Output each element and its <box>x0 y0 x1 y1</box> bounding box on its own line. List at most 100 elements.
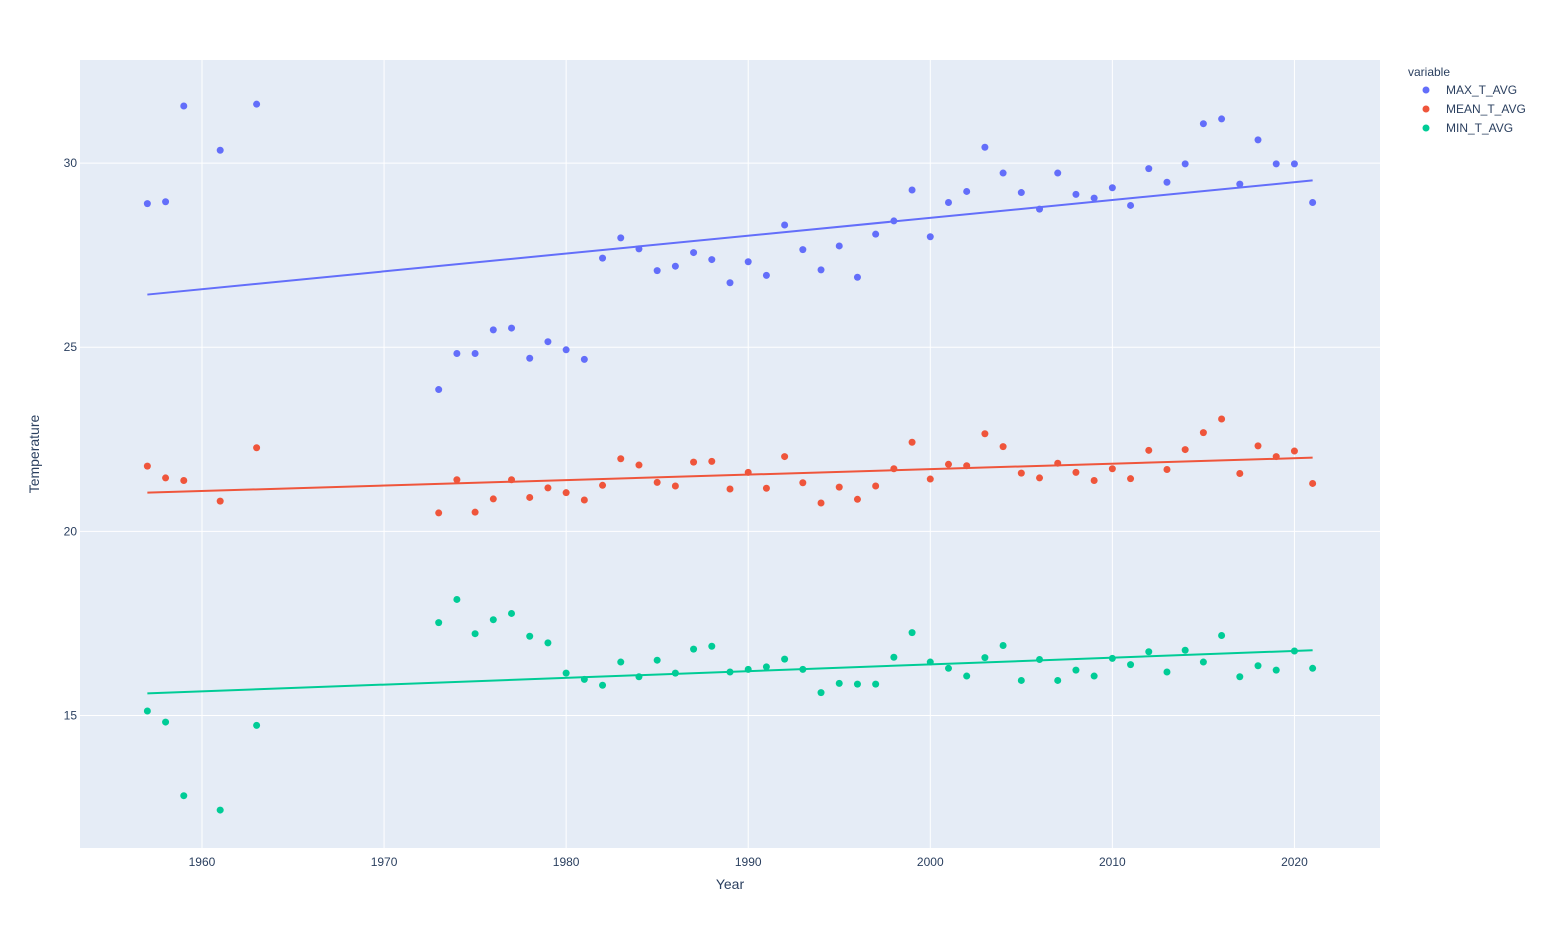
data-point-max-t-avg <box>1127 201 1135 209</box>
data-point-min-t-avg <box>508 609 516 617</box>
data-point-mean-t-avg <box>1145 446 1153 454</box>
x-tick-label: 2020 <box>1281 855 1308 869</box>
data-point-min-t-avg <box>1163 668 1171 676</box>
data-point-max-t-avg <box>1054 169 1062 177</box>
data-point-max-t-avg <box>435 386 443 394</box>
data-point-max-t-avg <box>544 338 552 346</box>
data-point-mean-t-avg <box>162 474 170 482</box>
data-point-max-t-avg <box>1218 115 1226 123</box>
data-point-mean-t-avg <box>726 485 734 493</box>
data-point-max-t-avg <box>1108 184 1116 192</box>
legend-item-max-t-avg[interactable]: MAX_T_AVG <box>1422 83 1518 97</box>
data-point-mean-t-avg <box>526 493 534 501</box>
x-tick-label: 1970 <box>371 855 398 869</box>
data-point-max-t-avg <box>1199 120 1207 128</box>
gridlines <box>80 60 1380 848</box>
legend-label: MIN_T_AVG <box>1446 121 1513 135</box>
data-point-max-t-avg <box>781 221 789 229</box>
data-point-min-t-avg <box>526 632 534 640</box>
data-point-mean-t-avg <box>944 460 952 468</box>
legend-item-mean-t-avg[interactable]: MEAN_T_AVG <box>1422 102 1526 116</box>
data-point-mean-t-avg <box>1290 447 1298 455</box>
legend-title: variable <box>1408 65 1450 79</box>
data-point-min-t-avg <box>1108 654 1116 662</box>
data-point-min-t-avg <box>162 718 170 726</box>
data-point-mean-t-avg <box>908 438 916 446</box>
data-point-max-t-avg <box>926 233 934 241</box>
data-point-min-t-avg <box>926 658 934 666</box>
data-point-mean-t-avg <box>580 496 588 504</box>
data-point-min-t-avg <box>1309 664 1317 672</box>
data-point-min-t-avg <box>253 721 261 729</box>
data-point-max-t-avg <box>671 262 679 270</box>
data-point-min-t-avg <box>690 645 698 653</box>
legend-item-min-t-avg[interactable]: MIN_T_AVG <box>1422 121 1514 135</box>
data-point-mean-t-avg <box>216 497 224 505</box>
data-point-max-t-avg <box>799 246 807 254</box>
data-point-mean-t-avg <box>1218 415 1226 423</box>
data-point-mean-t-avg <box>781 453 789 461</box>
y-axis-title: Temperature <box>26 414 42 493</box>
data-point-mean-t-avg <box>1036 474 1044 482</box>
trendline-max-t-avg <box>147 179 1313 296</box>
data-point-min-t-avg <box>1090 672 1098 680</box>
data-point-max-t-avg <box>726 279 734 287</box>
data-point-mean-t-avg <box>599 481 607 489</box>
data-point-mean-t-avg <box>1254 442 1262 450</box>
data-point-max-t-avg <box>653 267 661 275</box>
data-point-max-t-avg <box>1036 205 1044 213</box>
data-point-min-t-avg <box>653 656 661 664</box>
data-point-max-t-avg <box>981 143 989 151</box>
data-point-mean-t-avg <box>963 462 971 470</box>
data-point-max-t-avg <box>1163 178 1171 186</box>
data-point-max-t-avg <box>471 349 479 357</box>
data-point-mean-t-avg <box>180 477 188 485</box>
y-tick-label: 30 <box>64 156 78 170</box>
data-point-mean-t-avg <box>671 482 679 490</box>
data-point-mean-t-avg <box>435 509 443 517</box>
data-point-min-t-avg <box>1272 666 1280 674</box>
data-point-min-t-avg <box>617 658 625 666</box>
data-point-min-t-avg <box>872 680 880 688</box>
data-point-min-t-avg <box>963 672 971 680</box>
data-point-min-t-avg <box>580 675 588 683</box>
data-point-min-t-avg <box>635 673 643 681</box>
data-point-min-t-avg <box>1145 648 1153 656</box>
data-point-min-t-avg <box>1290 647 1298 655</box>
data-point-mean-t-avg <box>544 484 552 492</box>
data-point-max-t-avg <box>580 355 588 363</box>
data-point-min-t-avg <box>435 619 443 627</box>
data-point-max-t-avg <box>180 102 188 110</box>
data-point-max-t-avg <box>599 254 607 262</box>
y-axis-tick-labels: 15 20 25 30 <box>64 156 78 722</box>
data-point-mean-t-avg <box>489 495 497 503</box>
data-point-mean-t-avg <box>635 461 643 469</box>
legend[interactable]: variable MAX_T_AVG MEAN_T_AVG MIN_T_AVG <box>1408 65 1526 135</box>
data-point-mean-t-avg <box>1199 429 1207 437</box>
data-point-min-t-avg <box>1072 666 1080 674</box>
data-point-min-t-avg <box>471 630 479 638</box>
data-point-max-t-avg <box>635 245 643 253</box>
data-point-min-t-avg <box>944 664 952 672</box>
legend-label: MAX_T_AVG <box>1446 83 1517 97</box>
data-point-min-t-avg <box>180 792 188 800</box>
data-point-min-t-avg <box>708 642 716 650</box>
data-point-min-t-avg <box>599 681 607 689</box>
data-point-min-t-avg <box>544 639 552 647</box>
plot-area-background <box>80 60 1380 848</box>
data-point-max-t-avg <box>999 169 1007 177</box>
data-point-min-t-avg <box>799 665 807 673</box>
data-point-mean-t-avg <box>508 476 516 484</box>
data-point-mean-t-avg <box>1054 459 1062 467</box>
data-point-min-t-avg <box>1218 632 1226 640</box>
data-point-mean-t-avg <box>453 476 461 484</box>
data-point-mean-t-avg <box>890 465 898 473</box>
data-point-min-t-avg <box>1236 673 1244 681</box>
x-tick-label: 2010 <box>1099 855 1126 869</box>
y-tick-label: 25 <box>64 340 78 354</box>
data-point-mean-t-avg <box>471 508 479 516</box>
x-axis-title: Year <box>716 876 745 892</box>
data-point-mean-t-avg <box>762 484 770 492</box>
x-tick-label: 1980 <box>553 855 580 869</box>
data-point-max-t-avg <box>617 234 625 242</box>
